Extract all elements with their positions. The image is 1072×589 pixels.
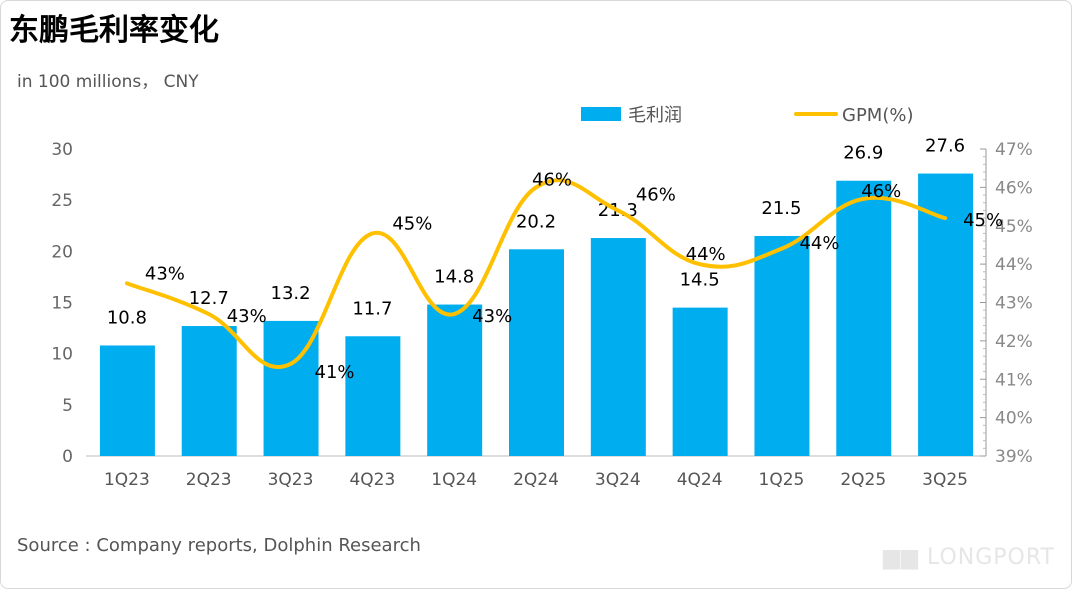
x-tick-label: 1Q25 (759, 470, 805, 490)
gpm-value-label: 46% (861, 181, 901, 202)
right-tick-label: 44% (995, 255, 1033, 275)
bar-value-label: 10.8 (107, 307, 147, 328)
bar-value-label: 12.7 (189, 288, 229, 309)
x-tick-label: 3Q23 (268, 470, 314, 490)
left-tick-label: 0 (62, 447, 73, 467)
bar (509, 249, 564, 456)
gpm-value-label: 45% (392, 213, 432, 234)
bar (590, 238, 646, 456)
gpm-value-label: 43% (227, 306, 267, 327)
legend-bar-swatch (581, 107, 621, 121)
right-tick-label: 41% (995, 370, 1033, 390)
bar-value-label: 13.2 (271, 283, 311, 304)
left-tick-label: 20 (51, 242, 73, 262)
longport-logo: ▆▆ LONGPORT (883, 545, 1055, 570)
right-tick-label: 42% (995, 332, 1033, 352)
gpm-value-label: 45% (963, 210, 1003, 231)
bar (427, 304, 483, 456)
right-tick-label: 46% (995, 178, 1033, 198)
x-tick-label: 4Q24 (677, 470, 723, 490)
x-tick-label: 4Q23 (349, 470, 395, 490)
bar-value-label: 27.6 (925, 136, 965, 157)
bar-value-label: 21.5 (761, 198, 801, 219)
gpm-line (124, 178, 948, 369)
bar-value-label: 20.2 (516, 211, 556, 232)
x-tick-label: 1Q24 (431, 470, 477, 490)
x-tick-label: 2Q24 (513, 470, 559, 490)
bar (181, 326, 237, 456)
gpm-value-label: 44% (799, 233, 839, 254)
chart-title: 东鹏毛利率变化 (9, 13, 219, 48)
gpm-value-label: 46% (636, 184, 676, 205)
left-tick-label: 30 (51, 140, 73, 160)
right-tick-label: 43% (995, 294, 1033, 314)
legend-line-label: GPM(%) (842, 105, 913, 126)
x-tick-label: 1Q23 (104, 470, 150, 490)
bar (99, 345, 155, 456)
bar-value-label: 14.8 (434, 267, 474, 288)
gpm-value-label: 41% (315, 362, 355, 383)
left-tick-label: 15 (51, 294, 73, 314)
bar (672, 307, 728, 456)
right-tick-label: 39% (995, 447, 1033, 467)
right-tick-label: 47% (995, 140, 1033, 160)
bar (836, 180, 892, 456)
gpm-value-label: 43% (145, 263, 185, 284)
x-tick-label: 3Q24 (595, 470, 641, 490)
right-tick-label: 40% (995, 409, 1033, 429)
gpm-value-label: 43% (472, 306, 512, 327)
left-tick-label: 25 (51, 191, 73, 211)
x-tick-label: 2Q25 (840, 470, 886, 490)
gpm-value-label: 44% (686, 244, 726, 265)
bar-value-label: 14.5 (680, 270, 720, 291)
right-tick-label: 45% (995, 217, 1033, 237)
source-note: Source : Company reports, Dolphin Resear… (17, 535, 421, 556)
x-tick-label: 3Q25 (922, 470, 968, 490)
x-tick-label: 2Q23 (186, 470, 232, 490)
legend-bar-label: 毛利润 (628, 105, 682, 126)
bar-value-label: 26.9 (843, 143, 883, 164)
left-tick-label: 5 (62, 396, 73, 416)
bar-value-label: 11.7 (352, 298, 392, 319)
left-tick-label: 10 (51, 345, 73, 365)
bar (918, 173, 974, 456)
unit-label: in 100 millions， CNY (17, 72, 199, 92)
gpm-value-label: 46% (532, 169, 572, 190)
bar (345, 336, 401, 456)
bar (754, 235, 810, 456)
